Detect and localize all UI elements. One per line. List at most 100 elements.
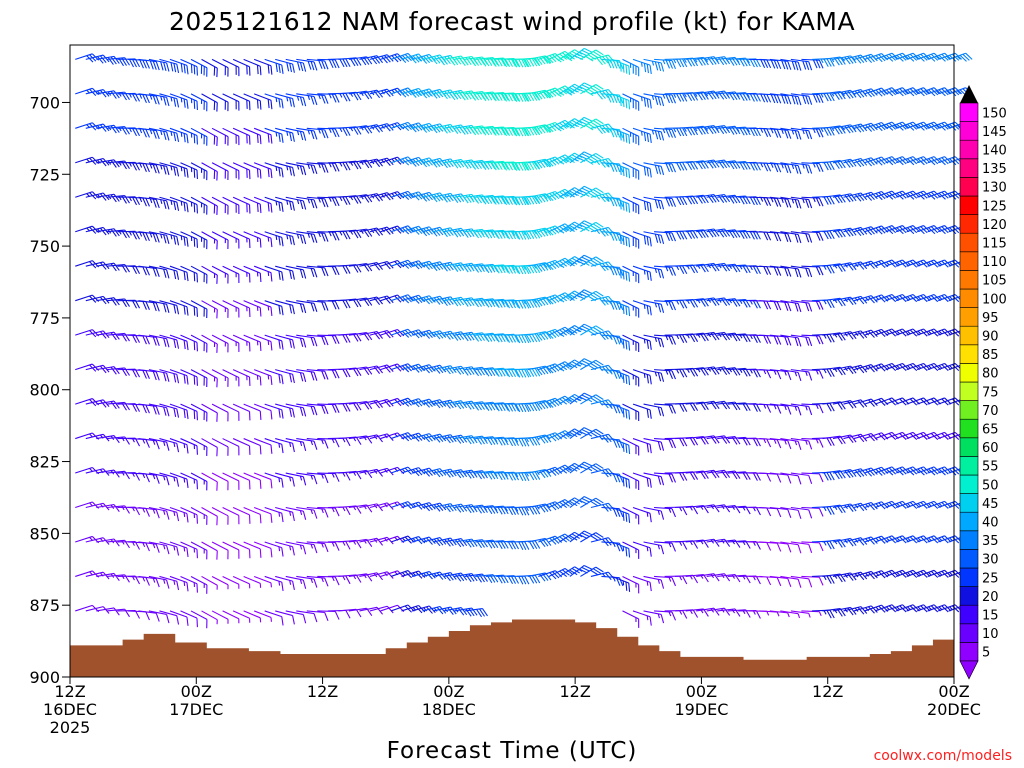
wind-barb	[96, 469, 120, 478]
wind-barb	[296, 610, 318, 623]
wind-barb	[769, 196, 792, 208]
wind-barb	[190, 403, 208, 422]
wind-barb	[853, 398, 878, 407]
wind-barb	[622, 196, 640, 215]
wind-barb	[243, 438, 262, 455]
wind-barb	[643, 300, 665, 313]
wind-barb	[306, 369, 329, 380]
wind-barb	[569, 427, 593, 439]
wind-barb	[296, 369, 318, 381]
wind-barb	[632, 403, 652, 419]
wind-barb	[138, 58, 160, 71]
wind-barb	[790, 369, 813, 381]
wind-barb	[296, 541, 318, 554]
wind-barb	[780, 541, 802, 554]
wind-barb	[306, 162, 329, 173]
wind-barb	[611, 438, 631, 455]
wind-barb	[211, 334, 229, 353]
wind-barb	[264, 127, 284, 143]
wind-barb	[643, 162, 665, 176]
wind-barb	[190, 300, 208, 319]
wind-barb	[590, 502, 615, 512]
wind-barb	[75, 87, 100, 96]
x-tick-label: 12Z	[54, 682, 85, 701]
x-tick-label: 2025	[50, 718, 91, 737]
wind-barb	[275, 403, 295, 418]
wind-barb	[75, 363, 100, 372]
wind-barb	[443, 538, 468, 548]
wind-barb	[454, 159, 478, 169]
wind-barb	[138, 541, 160, 553]
wind-barb	[369, 329, 394, 339]
wind-barb	[454, 331, 478, 342]
wind-barb	[306, 127, 329, 139]
wind-barb	[201, 472, 218, 491]
wind-barb	[443, 262, 468, 272]
wind-barb	[338, 401, 362, 411]
wind-barb	[622, 265, 640, 284]
wind-barb	[275, 575, 295, 590]
colorbar-label: 120	[982, 218, 1007, 233]
wind-barb	[654, 58, 677, 69]
wind-barb	[780, 93, 802, 106]
wind-barb	[769, 506, 792, 519]
wind-barb	[232, 369, 251, 386]
wind-barb	[643, 575, 665, 589]
wind-barb	[675, 161, 699, 170]
colorbar-label: 70	[982, 404, 999, 419]
wind-barb	[580, 428, 604, 440]
wind-barb	[738, 609, 761, 619]
wind-barb	[580, 84, 604, 96]
wind-barb	[275, 300, 295, 315]
wind-barb	[496, 58, 520, 68]
wind-barb	[180, 93, 198, 111]
wind-barb	[317, 541, 340, 551]
colorbar-swatch	[959, 307, 979, 327]
wind-barb	[317, 575, 340, 586]
wind-barb	[264, 403, 284, 419]
wind-barb	[506, 299, 530, 309]
wind-barb	[75, 329, 100, 338]
wind-barb	[169, 610, 189, 626]
wind-barb	[253, 162, 273, 179]
wind-barb	[253, 300, 273, 317]
wind-barb	[264, 231, 284, 247]
colorbar-swatch	[959, 344, 979, 364]
wind-barb	[317, 300, 340, 310]
wind-barb	[275, 369, 295, 384]
wind-barb	[253, 506, 273, 523]
wind-barb	[190, 162, 208, 181]
wind-barb	[75, 156, 100, 165]
wind-barb	[822, 366, 846, 376]
wind-barb	[285, 231, 307, 245]
wind-barb	[306, 231, 329, 242]
wind-barb	[232, 93, 251, 111]
wind-barb	[790, 300, 813, 312]
wind-barb	[654, 506, 677, 518]
wind-barb	[559, 359, 583, 371]
wind-barb	[96, 366, 120, 375]
wind-barb	[611, 369, 631, 386]
wind-barb	[306, 438, 329, 449]
colorbar-swatch	[959, 288, 979, 308]
wind-barb	[569, 565, 593, 577]
wind-barb	[738, 58, 761, 68]
colorbar-label: 30	[982, 553, 999, 568]
wind-barb	[622, 575, 640, 594]
wind-barb	[211, 127, 229, 146]
wind-barb	[559, 49, 583, 62]
wind-barb	[338, 608, 362, 618]
wind-barb	[96, 607, 120, 616]
x-axis-label: Forecast Time (UTC)	[387, 738, 638, 764]
wind-barb	[569, 461, 593, 474]
wind-barb	[496, 575, 520, 585]
wind-barb	[159, 265, 180, 280]
wind-barb	[106, 57, 130, 67]
wind-barb	[306, 93, 329, 104]
wind-barb	[85, 261, 110, 270]
terrain-fill	[70, 619, 954, 677]
wind-barb	[264, 196, 284, 212]
wind-barb	[138, 610, 160, 622]
wind-barb	[780, 506, 802, 519]
